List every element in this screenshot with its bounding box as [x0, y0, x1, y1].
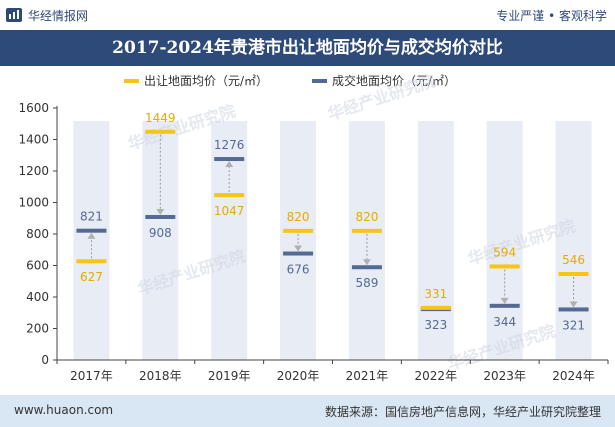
series2-data-label: 908	[149, 226, 172, 240]
y-tick-label: 1200	[18, 164, 49, 178]
category-band	[555, 121, 592, 360]
change-arrow	[500, 297, 509, 304]
footer-source: 数据来源：国信房地产信息网，华经产业研究院整理	[324, 405, 601, 419]
watermark-text: 华经产业研究院	[325, 71, 437, 124]
legend-label-series2: 成交地面均价（元/㎡）	[332, 74, 457, 88]
change-arrow	[569, 301, 578, 308]
x-tick-label: 2024年	[552, 369, 595, 383]
series2-data-label: 589	[355, 276, 378, 290]
change-arrow	[156, 208, 165, 215]
change-arrow	[225, 161, 234, 168]
legend-swatch-series1	[124, 79, 139, 83]
x-tick-label: 2018年	[139, 369, 182, 383]
category-band	[348, 121, 385, 360]
series1-marker	[420, 305, 451, 310]
x-tick-label: 2017年	[70, 369, 113, 383]
series1-marker	[558, 272, 589, 277]
x-tick-label: 2019年	[208, 369, 251, 383]
y-tick-label: 200	[26, 322, 49, 336]
change-arrow	[294, 245, 303, 252]
category-band	[417, 121, 454, 360]
title-bar: 2017-2024年贵港市出让地面均价与成交均价对比	[0, 30, 615, 66]
series1-data-label: 1047	[214, 204, 245, 218]
footer-bar: www.huaon.com 数据来源：国信房地产信息网，华经产业研究院整理	[0, 395, 615, 427]
series2-data-label: 323	[424, 318, 447, 332]
footer-website: www.huaon.com	[14, 403, 114, 417]
series1-marker	[214, 193, 245, 198]
category-band	[280, 121, 317, 360]
y-tick-label: 0	[41, 353, 49, 367]
change-arrow	[362, 259, 371, 266]
series1-data-label: 627	[80, 270, 103, 284]
legend-label-series1: 出让地面均价（元/㎡）	[144, 74, 269, 88]
series2-data-label: 676	[287, 263, 310, 277]
series1-data-label: 820	[355, 210, 378, 224]
series1-data-label: 594	[493, 245, 516, 259]
x-tick-label: 2022年	[415, 369, 458, 383]
series2-data-label: 344	[493, 315, 516, 329]
change-arrow	[87, 232, 96, 239]
series1-data-label: 331	[424, 287, 447, 301]
y-tick-label: 400	[26, 290, 49, 304]
chart-title: 2017-2024年贵港市出让地面均价与成交均价对比	[112, 38, 503, 58]
category-band	[211, 121, 248, 360]
series2-data-label: 821	[80, 210, 103, 224]
series2-marker	[76, 228, 107, 233]
legend-swatch-series2	[312, 79, 327, 83]
series1-marker	[489, 264, 520, 269]
series2-marker	[283, 251, 314, 256]
category-band	[486, 121, 523, 360]
y-tick-label: 1400	[18, 133, 49, 147]
y-tick-label: 800	[26, 227, 49, 241]
chart-plot: 华经产业研究院华经产业研究院华经产业研究院华经产业研究院华经产业研究院02004…	[18, 71, 609, 383]
series2-data-label: 321	[562, 318, 585, 332]
x-tick-label: 2020年	[277, 369, 320, 383]
series1-marker	[76, 259, 107, 264]
category-band	[142, 121, 179, 360]
series2-marker	[558, 307, 589, 312]
x-tick-label: 2021年	[346, 369, 389, 383]
series1-marker	[145, 129, 176, 134]
series2-marker	[145, 214, 176, 219]
series1-marker	[351, 228, 382, 233]
y-tick-label: 600	[26, 259, 49, 273]
series2-marker	[489, 303, 520, 308]
series2-marker	[214, 157, 245, 162]
y-tick-label: 1600	[18, 101, 49, 115]
y-tick-label: 1000	[18, 196, 49, 210]
brand-logo-icon	[6, 8, 22, 22]
brand-tagline: 专业严谨 • 客观科学	[496, 9, 607, 23]
x-tick-label: 2023年	[483, 369, 526, 383]
brand-name: 华经情报网	[28, 9, 89, 23]
top-bar: 华经情报网 专业严谨 • 客观科学	[0, 0, 615, 30]
series1-data-label: 820	[287, 210, 310, 224]
series1-data-label: 546	[562, 253, 585, 267]
series1-marker	[283, 228, 314, 233]
series2-data-label: 1276	[214, 138, 245, 152]
series1-data-label: 1449	[145, 111, 176, 125]
series2-marker	[351, 265, 382, 270]
